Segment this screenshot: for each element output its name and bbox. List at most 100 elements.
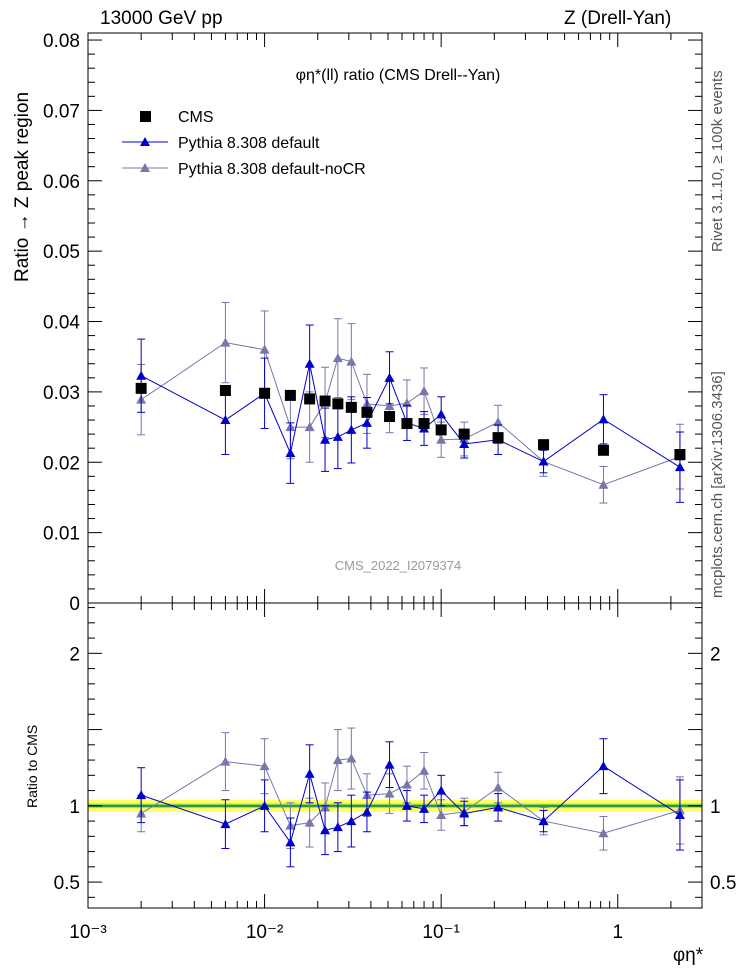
data-point-square [361, 406, 373, 418]
x-tick-label: 10⁻³ [69, 922, 107, 943]
data-point-triangle [259, 800, 270, 810]
data-point-triangle [259, 761, 270, 771]
data-point-triangle [674, 809, 685, 819]
legend-marker-cms [140, 111, 151, 122]
y-tick-label: 2 [69, 644, 80, 665]
data-point-triangle [384, 400, 395, 410]
data-point-square [597, 444, 609, 456]
data-point-triangle [361, 806, 372, 816]
data-point-triangle [346, 424, 357, 434]
data-point-square [458, 428, 470, 440]
data-point-triangle [220, 415, 231, 425]
legend: CMS Pythia 8.308 default Pythia 8.308 defa… [122, 109, 366, 178]
data-point-triangle [304, 358, 315, 368]
data-point-triangle [304, 768, 315, 778]
y-tick-label: 0.04 [43, 313, 80, 334]
data-point-triangle [674, 462, 685, 472]
data-point-triangle [220, 337, 231, 347]
y-tick-label: 0.03 [43, 383, 80, 404]
y-tick-label: 0.5 [54, 873, 80, 894]
data-point-square [418, 418, 430, 430]
data-point-triangle [401, 779, 412, 789]
data-point-square [135, 382, 147, 394]
data-point-triangle [419, 803, 430, 813]
lower-y-axis: 0.5 0.5 1 1 2 2 [54, 607, 736, 898]
data-point-triangle [459, 438, 470, 448]
data-point-triangle [136, 370, 147, 380]
data-point-triangle [384, 372, 395, 382]
data-point-triangle [346, 753, 357, 763]
upper-y-axis-label: Ratio → Z peak region [12, 91, 33, 282]
x-axis-ticks [87, 33, 703, 603]
data-point-triangle [419, 765, 430, 775]
data-point-square [674, 449, 686, 461]
data-point-triangle [598, 479, 609, 489]
y-tick-label: 0.08 [43, 31, 80, 52]
data-point-triangle [598, 828, 609, 838]
y-tick-label: 0.06 [43, 172, 80, 193]
data-point-triangle [140, 163, 150, 172]
legend-label-default: Pythia 8.308 default [178, 135, 320, 152]
lower-y-axis-label: Ratio to CMS [24, 724, 40, 808]
data-point-square [332, 398, 344, 410]
x-tick-label: 10⁻¹ [422, 922, 460, 943]
data-point-square [435, 424, 447, 436]
x-axis-label: φη* [673, 945, 704, 966]
series-line [140, 363, 681, 468]
data-point-triangle [332, 822, 343, 832]
series-cms [135, 382, 686, 461]
data-point-square [401, 418, 413, 430]
data-point-square [219, 384, 231, 396]
data-point-triangle [384, 788, 395, 798]
data-point-triangle [361, 417, 372, 427]
y-tick-label-right: 0.5 [710, 873, 736, 894]
y-tick-label: 0.07 [43, 101, 80, 122]
mcplots-label: mcplots.cern.ch [arXiv:1306.3436] [709, 371, 726, 598]
process-label: Z (Drell-Yan) [564, 8, 672, 29]
energy-label: 13000 GeV pp [100, 8, 223, 29]
data-point-triangle [285, 837, 296, 847]
data-point-triangle [436, 785, 447, 795]
x-tick-label: 10⁻² [246, 922, 284, 943]
data-point-triangle [320, 825, 331, 835]
data-point-triangle [136, 790, 147, 800]
data-point-triangle [140, 137, 150, 146]
analysis-id-watermark: CMS_2022_I2079374 [335, 558, 462, 573]
data-point-triangle [220, 756, 231, 766]
series-line [140, 342, 681, 486]
data-point-triangle [538, 456, 549, 466]
series-line [140, 763, 681, 844]
data-point-triangle [493, 782, 504, 792]
data-point-triangle [538, 816, 549, 826]
y-tick-label: 0 [69, 594, 80, 615]
data-point-triangle [436, 434, 447, 444]
data-point-triangle [598, 761, 609, 771]
data-point-square [492, 432, 504, 444]
upper-y-axis: 0 0.01 0.02 0.03 0.04 0.05 0.06 0.07 0.08 [43, 31, 702, 615]
data-point-square [259, 387, 271, 399]
legend-label-cms: CMS [178, 109, 214, 126]
data-point-triangle [493, 417, 504, 427]
data-point-square [538, 439, 550, 451]
ratio-series-pythia-default [136, 738, 685, 868]
series-line [140, 758, 681, 834]
rivet-version-label: Rivet 3.1.10, ≥ 100k events [709, 70, 726, 252]
data-point-square [384, 411, 396, 423]
data-point-square [284, 389, 296, 401]
data-point-triangle [285, 448, 296, 458]
x-axis: 10⁻³ 10⁻² 10⁻¹ 1 [69, 603, 703, 943]
data-point-square [345, 401, 357, 413]
data-point-triangle [436, 409, 447, 419]
data-point-square [304, 393, 316, 405]
data-point-triangle [436, 809, 447, 819]
data-point-triangle [259, 344, 270, 354]
y-tick-label-right: 2 [710, 644, 721, 665]
data-point-triangle [401, 800, 412, 810]
plot-title: φη*(ll) ratio (CMS Drell--Yan) [296, 67, 501, 84]
data-point-triangle [304, 817, 315, 827]
data-point-triangle [332, 431, 343, 441]
data-point-triangle [320, 434, 331, 444]
y-tick-label: 0.05 [43, 242, 80, 263]
x-tick-label: 1 [612, 922, 623, 943]
